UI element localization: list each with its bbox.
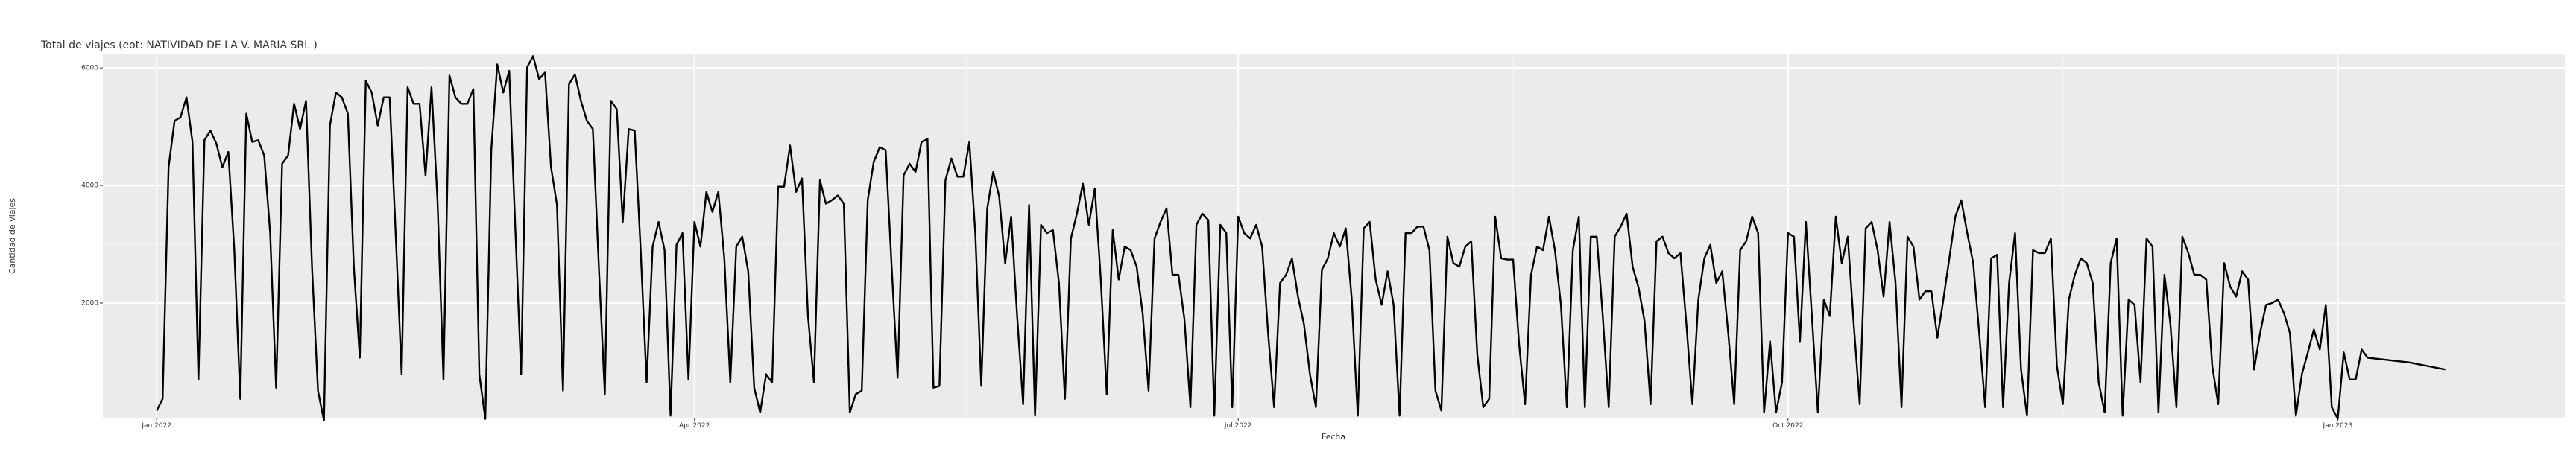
- y-tick-label: 6000: [81, 65, 98, 72]
- x-tick-label: Apr 2022: [679, 422, 710, 430]
- y-tick-label: 2000: [81, 300, 98, 308]
- y-axis-label: Cantidad de viajes: [7, 198, 17, 274]
- x-tick-label: Jan 2022: [141, 422, 171, 430]
- chart-title: Total de viajes (eot: NATIVIDAD DE LA V.…: [40, 39, 318, 51]
- x-tick-label: Jul 2022: [1224, 422, 1252, 430]
- x-tick-label: Oct 2022: [1772, 422, 1803, 430]
- data-line: [156, 55, 2446, 422]
- y-tick-label: 4000: [81, 182, 98, 190]
- x-tick-label: Jan 2023: [2323, 422, 2353, 430]
- x-axis-label: Fecha: [1322, 432, 1345, 442]
